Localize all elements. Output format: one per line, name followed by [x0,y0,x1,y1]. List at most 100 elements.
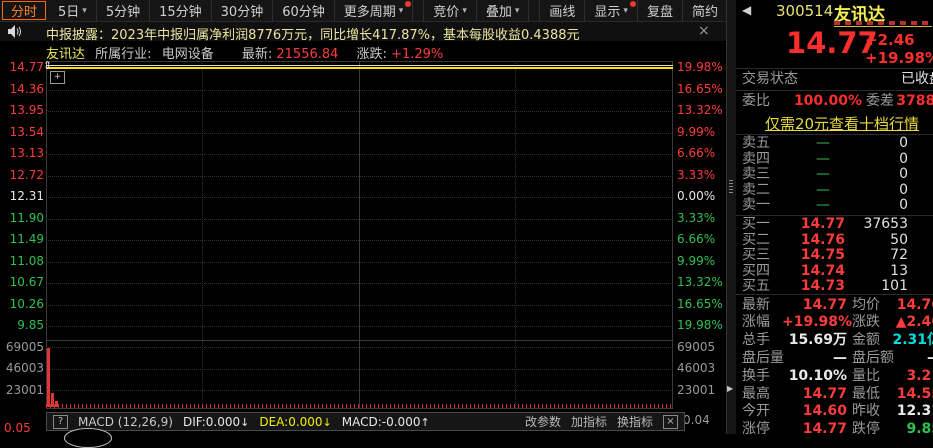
price-axis-label: 10.26 [9,297,44,311]
overlay-button[interactable]: 叠加 ▾ [477,0,530,21]
tab-30min[interactable]: 30分钟 [212,0,274,21]
latest-value: 21556.84 [276,47,339,62]
stat-label: 均价 [852,297,880,313]
dif-text: DIF:0.000 [182,414,241,429]
tab-label: 更多周期 [343,5,396,20]
macd-value: MACD:-0.000↑ [342,415,430,429]
tab-label: 15分钟 [159,5,202,20]
news-ticker: 中报披露：2023年中报归属净利润8776万元，同比增长417.87%，基本每股… [0,22,727,43]
ask-row[interactable]: 卖一 — 0 [736,198,933,213]
auction-button[interactable]: 竞价 ▾ [423,0,477,21]
pane-separator [46,408,673,409]
bid-qty: 37653 [863,216,908,232]
ask-row[interactable]: 卖二 — 0 [736,183,933,198]
stat-label: 换手 [742,368,770,384]
dif-value: DIF:0.000↓ [183,415,249,429]
stat-label: 盘后额 [852,350,894,366]
bid-qty: 50 [890,232,908,248]
tab-label: 5日 [58,5,80,20]
stat-value: 14.60 [802,403,847,419]
gridline [672,61,673,408]
stat-value: 14.77 [802,421,847,437]
help-icon[interactable]: ? [53,414,68,429]
button-label: 竞价 [433,5,460,20]
add-indicator-button[interactable]: 加指标 [570,415,607,429]
bid-row[interactable]: 买四 14.74 13 [736,264,933,279]
volume-spike-bar [47,348,50,407]
draw-line-button[interactable]: 画线 [539,0,586,21]
ask-row[interactable]: 卖四 — 0 [736,152,933,167]
ask-price: — [816,182,830,198]
tab-5day[interactable]: 5日 ▾ [49,0,97,21]
ask-label: 卖五 [742,135,770,151]
ask-row[interactable]: 卖三 — 0 [736,167,933,182]
chevron-down-icon: ▾ [398,5,404,16]
tab-label: 60分钟 [282,5,325,20]
macd-text: MACD:-0.000 [341,414,421,429]
stat-value: 14.77 [802,386,847,402]
down-arrow-icon: ↓ [322,415,332,429]
stats-row: 涨幅 +19.98%涨跌 ▲2.46 [736,314,933,330]
pct-axis-label: 13.32% [677,103,723,117]
bid-price: 14.73 [800,278,845,294]
tab-15min[interactable]: 15分钟 [150,0,212,21]
back-arrow-icon[interactable]: ◀ [742,3,752,17]
stat-value: 9.85 [906,421,933,437]
bid-row[interactable]: 买三 14.75 72 [736,248,933,263]
button-label: 显示 [594,5,621,20]
close-icon[interactable]: × [663,414,678,429]
ask-label: 卖一 [742,197,770,213]
stock-info-bar: 友讯达 所属行业: 电网设备 最新: 21556.84 涨跌: +1.29% [0,43,727,62]
stat-label: 涨停 [742,421,770,437]
replay-button[interactable]: 复盘 [638,0,683,21]
stat-label: 涨幅 [742,314,770,330]
price-axis-label: 14.36 [9,82,44,96]
pct-axis-label: 16.65% [677,82,723,96]
chevron-down-icon: ▾ [514,5,520,16]
bid-row[interactable]: 买五 14.73 101 [736,279,933,294]
price-axis-label: 14.77 [9,60,44,74]
volume-axis-label: 46003 [5,361,44,375]
stat-label: 跌停 [852,421,880,437]
price-axis-label: 11.08 [9,254,44,268]
gridline [46,61,47,408]
stat-value: 14.55 [896,386,933,402]
tab-5min[interactable]: 5分钟 [97,0,151,21]
price-axis-label: 11.90 [9,211,44,225]
price-axis-label: 9.85 [17,318,44,332]
close-icon[interactable]: × [698,23,710,39]
switch-indicator-button[interactable]: 换指标 [616,415,653,429]
stat-label: 盘后量 [742,350,784,366]
bid-price: 14.74 [800,263,845,279]
tab-label: 分时 [11,5,38,20]
bid-label: 买四 [742,263,770,279]
bid-label: 买三 [742,247,770,263]
stats-row: 换手 10.10% 量比 3.21 [736,368,933,384]
change-params-button[interactable]: 改参数 [524,415,561,429]
display-button[interactable]: 显示 ▾ [585,0,638,21]
average-price-line [46,67,673,69]
stat-value: 10.10% [788,368,847,384]
industry-value[interactable]: 电网设备 [161,47,214,62]
tab-more-periods[interactable]: 更多周期 ▾ [335,0,414,21]
drag-grip-icon[interactable] [729,180,733,194]
stats-row: 今开 14.60 昨收 12.31 [736,403,933,419]
tab-timeshare[interactable]: 分时 [2,1,47,20]
change-value: +1.29% [391,47,444,62]
stats-row: 涨停 14.77 跌停 9.85 [736,421,933,437]
tab-60min[interactable]: 60分钟 [273,0,335,21]
stats-row: 盘后量—盘后额— [736,350,933,366]
level2-promo-link[interactable]: 仅需20元查看十档行情 [764,115,920,133]
clipped-link-fragment [834,20,932,27]
bid-row[interactable]: 买二 14.76 50 [736,233,933,248]
weicha-label: 委差 [866,93,894,109]
collapse-arrow-icon[interactable]: ▶ [727,384,734,393]
stat-label: 昨收 [852,403,880,419]
floating-button-clipped[interactable] [64,428,112,448]
simple-mode-button[interactable]: 简约 [683,0,728,21]
stat-value: 12.31 [896,403,933,419]
bid-row[interactable]: 买一 14.77 37653 [736,217,933,232]
ask-row[interactable]: 卖五 — 0 [736,136,933,151]
stock-code: 300514 [776,2,834,20]
pct-axis-label: 0.00% [677,189,716,203]
